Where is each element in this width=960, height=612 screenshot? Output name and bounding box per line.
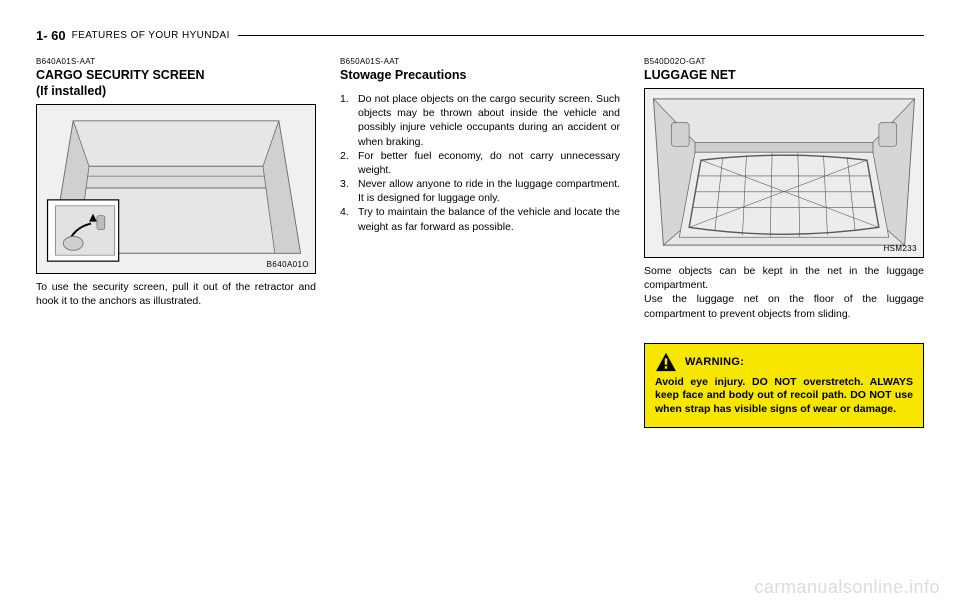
stowage-list: Do not place objects on the cargo securi…	[340, 92, 620, 234]
content-columns: B640A01S-AAT CARGO SECURITY SCREEN (If i…	[36, 57, 924, 428]
col-cargo-security: B640A01S-AAT CARGO SECURITY SCREEN (If i…	[36, 57, 316, 428]
ref-code: B650A01S-AAT	[340, 57, 620, 66]
cargo-security-illustration	[37, 105, 315, 273]
col-luggage-net: B540D02O-GAT LUGGAGE NET	[644, 57, 924, 428]
list-item: Never allow anyone to ride in the luggag…	[340, 177, 620, 205]
header-rule	[238, 35, 924, 36]
warning-box: WARNING: Avoid eye injury. DO NOT overst…	[644, 343, 924, 428]
warning-header: WARNING:	[655, 352, 913, 372]
luggage-net-body-1: Some objects can be kept in the net in t…	[644, 264, 924, 292]
col-stowage: B650A01S-AAT Stowage Precautions Do not …	[340, 57, 620, 428]
heading-stowage: Stowage Precautions	[340, 68, 620, 82]
page-header: 1- 60 FEATURES OF YOUR HYUNDAI	[36, 28, 924, 43]
figure-label: HSM233	[883, 244, 917, 253]
heading-cargo-security: CARGO SECURITY SCREEN	[36, 68, 316, 82]
figure-cargo-security: B640A01O	[36, 104, 316, 274]
luggage-net-body-2: Use the luggage net on the floor of the …	[644, 292, 924, 320]
list-item: Try to maintain the balance of the vehic…	[340, 205, 620, 233]
heading-luggage-net: LUGGAGE NET	[644, 68, 924, 82]
figure-luggage-net: HSM233	[644, 88, 924, 258]
cargo-security-body: To use the security screen, pull it out …	[36, 280, 316, 308]
list-item: For better fuel economy, do not carry un…	[340, 149, 620, 177]
ref-code: B540D02O-GAT	[644, 57, 924, 66]
watermark: carmanualsonline.info	[754, 577, 940, 598]
warning-title: WARNING:	[685, 356, 744, 368]
warning-icon	[655, 352, 677, 372]
warning-text: Avoid eye injury. DO NOT overstretch. AL…	[655, 376, 913, 417]
list-item: Do not place objects on the cargo securi…	[340, 92, 620, 149]
ref-code: B640A01S-AAT	[36, 57, 316, 66]
subheading-if-installed: (If installed)	[36, 84, 316, 98]
section-title: FEATURES OF YOUR HYUNDAI	[72, 30, 230, 41]
figure-label: B640A01O	[267, 260, 309, 269]
luggage-net-illustration	[645, 89, 923, 257]
page-number: 1- 60	[36, 28, 66, 43]
